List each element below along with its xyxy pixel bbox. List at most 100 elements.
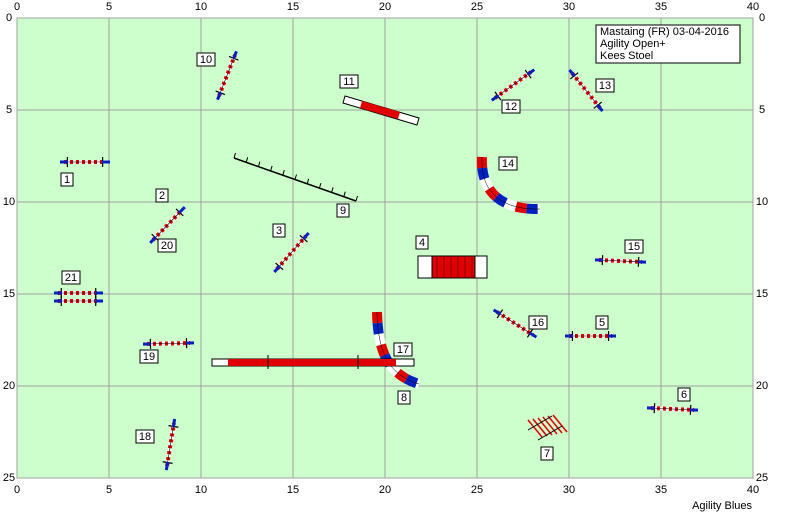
jump-post: [528, 331, 538, 339]
obstacles: [54, 50, 699, 471]
obstacle: [228, 359, 396, 366]
label-box: [155, 188, 169, 203]
obstacle-tick: [233, 152, 236, 159]
obstacle: [431, 255, 476, 279]
jump-bar: [152, 209, 183, 241]
x-tick-label: 30: [563, 484, 575, 496]
obstacle-tick: [343, 191, 346, 197]
x-tick-label: 0: [14, 1, 20, 13]
x-tick-label: 40: [747, 484, 759, 496]
obstacle-number: 7: [544, 448, 550, 460]
label-box: [595, 315, 609, 330]
y-tick-label: 5: [6, 104, 12, 116]
obstacle-tick: [245, 157, 249, 163]
x-tick-label: 35: [655, 484, 667, 496]
info-box: [595, 24, 741, 64]
jump-bar: [650, 407, 695, 411]
obstacle: [532, 418, 548, 437]
x-tick-label: 40: [747, 1, 759, 13]
jump-bar: [496, 311, 534, 336]
x-tick-label: 15: [287, 1, 299, 13]
label-box: [60, 172, 74, 187]
obstacle: [537, 417, 553, 436]
y-tick-label: 15: [756, 288, 768, 300]
footer: Agility Blues: [692, 500, 752, 512]
label-box: [336, 203, 350, 218]
jump-post: [216, 91, 222, 101]
jump-post: [178, 206, 186, 214]
obstacle-number: 14: [502, 158, 514, 170]
obstacle-number: 9: [340, 205, 346, 217]
label-box: [624, 239, 644, 254]
obstacle-number: 4: [419, 237, 425, 249]
x-tick-label: 20: [379, 1, 391, 13]
label-box: [61, 270, 81, 285]
obstacle: [547, 415, 563, 434]
obstacle-number: 19: [143, 351, 155, 363]
label-box: [393, 342, 413, 357]
label-box: [272, 223, 286, 238]
obstacle-number: 15: [628, 241, 640, 253]
obstacle-number: 12: [505, 101, 517, 113]
label-box: [528, 315, 548, 330]
obstacle-number: 16: [532, 317, 544, 329]
label-box: [595, 78, 615, 93]
y-tick-label: 25: [3, 472, 15, 484]
y-tick-label: 0: [6, 12, 12, 24]
obstacle: [527, 419, 543, 438]
jump-post: [232, 50, 238, 60]
jump-bar: [598, 259, 643, 263]
jump-bar: [276, 235, 307, 270]
y-tick-label: 0: [759, 12, 765, 24]
label-box: [139, 349, 159, 364]
label-box: [339, 74, 359, 89]
jump-post: [526, 68, 536, 76]
obstacle: [552, 414, 568, 433]
obstacle-number: 21: [65, 272, 77, 284]
jump-bar: [218, 54, 236, 97]
obstacle-number: 6: [681, 389, 687, 401]
y-tick-label: 15: [3, 288, 15, 300]
jump-bar: [146, 342, 191, 345]
info-line: Mastaing (FR) 03-04-2016: [600, 26, 729, 38]
obstacle-number: 17: [397, 344, 409, 356]
x-tick-label: 35: [655, 1, 667, 13]
jump-post: [596, 103, 604, 113]
label-box: [498, 156, 518, 171]
obstacle: [537, 425, 563, 441]
info-line: Agility Open+: [600, 38, 666, 50]
obstacle-number: 5: [599, 317, 605, 329]
x-tick-label: 25: [471, 484, 483, 496]
label-box: [397, 390, 411, 405]
obstacle-number: 13: [599, 80, 611, 92]
y-tick-label: 10: [3, 196, 15, 208]
obstacle-number: 3: [276, 225, 282, 237]
label-box: [196, 52, 216, 67]
obstacle-number: 20: [161, 240, 173, 252]
obstacle-tick: [306, 178, 310, 184]
y-tick-label: 25: [756, 472, 768, 484]
obstacle: [527, 415, 553, 431]
jump-bar: [571, 72, 601, 109]
jump-post: [273, 265, 281, 273]
x-tick-label: 25: [471, 1, 483, 13]
info-line: Kees Stoel: [600, 50, 653, 62]
obstacle-number: 11: [343, 76, 354, 88]
obstacle-number: 2: [159, 190, 165, 202]
x-tick-label: 30: [563, 1, 575, 13]
x-tick-label: 5: [106, 484, 112, 496]
x-tick-label: 0: [14, 484, 20, 496]
x-tick-label: 20: [379, 484, 391, 496]
jump-post: [492, 308, 502, 316]
x-tick-label: 10: [195, 1, 207, 13]
obstacle-tick: [355, 195, 358, 202]
x-tick-label: 15: [287, 484, 299, 496]
jump-post: [149, 236, 157, 244]
obstacle: [360, 101, 400, 119]
label-box: [415, 235, 429, 250]
obstacle-tick: [257, 161, 261, 167]
obstacle-tick: [294, 174, 297, 180]
obstacle-tick: [282, 170, 285, 176]
label-box: [157, 238, 177, 253]
